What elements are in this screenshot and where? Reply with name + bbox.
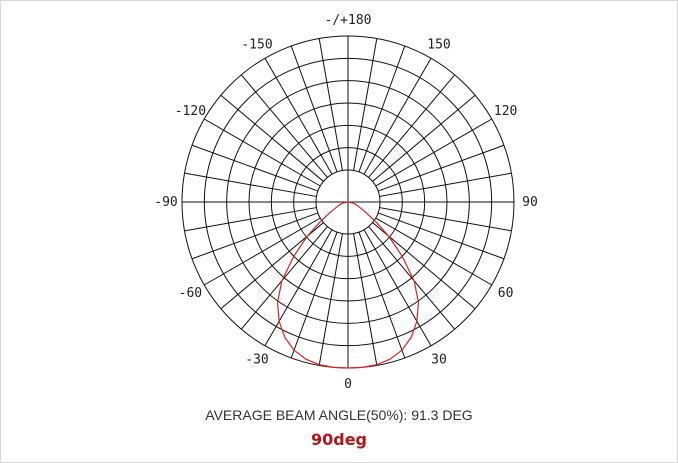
angle-label: -90 <box>154 195 177 210</box>
grid-spoke <box>358 231 406 359</box>
angle-label: 60 <box>498 286 514 301</box>
grid-spoke <box>290 45 338 173</box>
grid-spoke <box>191 144 319 192</box>
grid-spoke <box>353 233 378 366</box>
grid-spoke <box>184 207 317 232</box>
angle-label: -/+180 <box>325 13 372 28</box>
beam-angle-caption: AVERAGE BEAM ANGLE(50%): 91.3 DEG <box>205 407 473 423</box>
grid-spoke <box>379 172 512 197</box>
grid-spoke <box>377 212 505 260</box>
grid-spoke <box>372 94 476 182</box>
grid-spoke <box>377 144 505 192</box>
angle-label: -60 <box>179 286 202 301</box>
grid-spoke <box>318 233 343 366</box>
angle-label: -120 <box>175 104 206 119</box>
angle-label: 90 <box>522 195 538 210</box>
grid-spoke <box>375 118 493 187</box>
grid-spoke <box>318 38 343 171</box>
grid-spoke <box>358 45 406 173</box>
angle-label: 120 <box>494 104 517 119</box>
grid-spoke <box>240 226 328 330</box>
grid-spoke <box>203 217 321 286</box>
grid-spoke <box>379 207 512 232</box>
beam-angle-value: 90deg <box>310 430 368 449</box>
angle-label: 0 <box>344 377 352 392</box>
angle-label: -150 <box>241 37 272 52</box>
angle-label: 150 <box>427 37 450 52</box>
intensity-series <box>276 201 420 369</box>
angle-label: -30 <box>245 353 268 368</box>
grid-spoke <box>191 212 319 260</box>
series-line <box>276 201 420 369</box>
grid-spoke <box>203 118 321 187</box>
grid-spoke <box>363 229 432 347</box>
grid-spoke <box>290 231 338 359</box>
grid-spoke <box>264 57 333 175</box>
grid-spoke <box>375 217 493 286</box>
angle-label: 30 <box>431 353 447 368</box>
grid-spoke <box>240 74 328 178</box>
angle-labels: 0 30 -30 60 -60 90 -90 120 -120 150 -150 -/+180 <box>154 13 538 392</box>
polar-chart: 0 30 -30 60 -60 90 -90 120 -120 150 -150 -/+180 <box>154 13 538 392</box>
grid-spoke <box>353 38 378 171</box>
grid-spoke <box>368 226 456 330</box>
grid-spoke <box>184 172 317 197</box>
grid-spoke <box>220 94 324 182</box>
grid-spoke <box>363 57 432 175</box>
grid-spoke <box>264 229 333 347</box>
grid-spoke <box>368 74 456 178</box>
